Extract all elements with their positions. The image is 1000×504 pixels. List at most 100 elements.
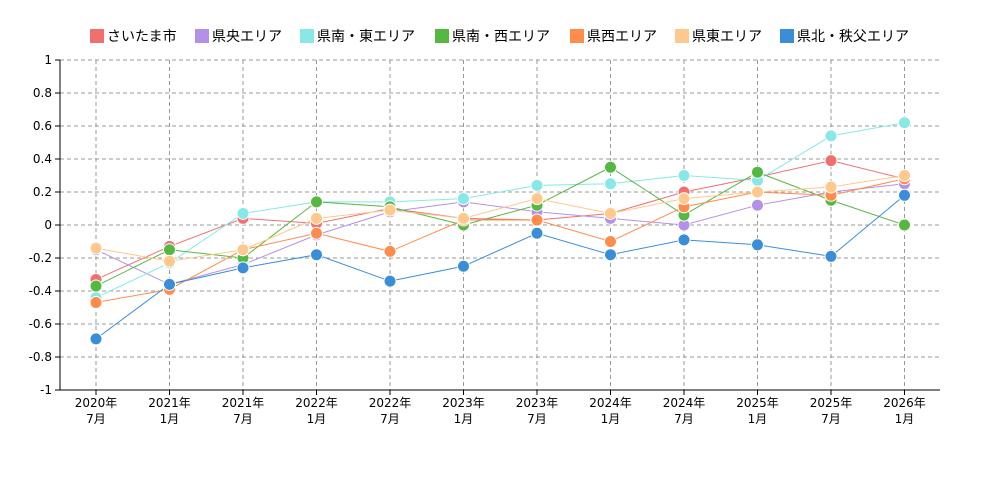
data-point[interactable] xyxy=(236,243,250,257)
y-tick-label: -0.6 xyxy=(29,317,52,331)
data-point[interactable] xyxy=(457,192,470,206)
x-tick-label-year: 2020年 xyxy=(75,396,118,410)
legend-item[interactable]: 県西エリア xyxy=(570,29,657,45)
data-point[interactable] xyxy=(310,248,323,262)
data-point[interactable] xyxy=(383,244,397,258)
x-tick-label-year: 2023年 xyxy=(442,396,485,410)
data-point[interactable] xyxy=(310,195,323,209)
data-point[interactable] xyxy=(898,188,911,202)
data-point[interactable] xyxy=(824,154,838,168)
data-point[interactable] xyxy=(383,203,397,217)
chart-axes: 1 0.8 0.6 0.4 0.2 0 -0.2 -0.4 -0.6 -0.8 -1 2020年 7月 2… xyxy=(29,53,940,426)
y-tick-label: 0.2 xyxy=(33,185,52,199)
x-tick-label-year: 2021年 xyxy=(222,396,265,410)
data-point[interactable] xyxy=(751,165,764,179)
data-point[interactable] xyxy=(604,160,617,174)
legend-item[interactable]: さいたま市 xyxy=(90,28,177,45)
x-tick-label-month: 7月 xyxy=(86,412,106,426)
x-tick-label-month: 1月 xyxy=(454,412,474,426)
data-point[interactable] xyxy=(604,248,617,262)
series-line xyxy=(95,160,905,280)
data-point[interactable] xyxy=(677,192,691,206)
chart-grid xyxy=(60,59,940,391)
x-tick-label-month: 7月 xyxy=(380,412,400,426)
series-points xyxy=(89,116,911,346)
y-tick-label: -0.2 xyxy=(29,251,52,265)
series-line xyxy=(95,183,905,285)
data-point[interactable] xyxy=(89,241,103,255)
legend-label: さいたま市 xyxy=(107,28,177,45)
series-line xyxy=(95,178,905,304)
data-point[interactable] xyxy=(163,277,176,291)
x-tick-label-year: 2023年 xyxy=(516,396,559,410)
legend-item[interactable]: 県南・東エリア xyxy=(300,29,415,45)
legend-item[interactable]: 県央エリア xyxy=(195,29,282,45)
data-point[interactable] xyxy=(89,332,103,346)
data-point[interactable] xyxy=(898,169,911,182)
legend-label: 県東エリア xyxy=(692,29,762,45)
series-line xyxy=(95,194,905,340)
series-line xyxy=(95,122,905,299)
legend-item[interactable]: 県東エリア xyxy=(675,29,762,45)
legend-label: 県南・西エリア xyxy=(452,29,550,45)
legend-label: 県西エリア xyxy=(587,29,657,45)
data-point[interactable] xyxy=(236,206,250,220)
legend-item[interactable]: 県南・西エリア xyxy=(435,29,550,45)
x-tick-label-year: 2022年 xyxy=(295,396,338,410)
y-tick-label: -1 xyxy=(40,383,52,397)
x-tick-label-year: 2025年 xyxy=(810,396,853,410)
data-point[interactable] xyxy=(530,178,544,192)
data-point[interactable] xyxy=(751,238,764,252)
y-tick-label: 0 xyxy=(44,218,52,232)
data-point[interactable] xyxy=(163,243,176,257)
data-point[interactable] xyxy=(457,211,470,225)
y-tick-label: 0.4 xyxy=(33,152,52,166)
data-point[interactable] xyxy=(824,180,838,194)
legend-label: 県北・秩父エリア xyxy=(797,29,909,45)
data-point[interactable] xyxy=(604,206,617,220)
data-point[interactable] xyxy=(89,296,103,310)
x-tick-label-year: 2026年 xyxy=(883,396,926,410)
data-point[interactable] xyxy=(677,169,691,182)
data-point[interactable] xyxy=(457,259,470,273)
data-point[interactable] xyxy=(383,274,397,288)
data-point[interactable] xyxy=(824,129,838,143)
data-point[interactable] xyxy=(310,211,323,225)
x-tick-label-month: 1月 xyxy=(601,412,621,426)
data-point[interactable] xyxy=(751,185,764,199)
series-line xyxy=(95,166,905,287)
legend-swatch xyxy=(195,29,209,43)
x-tick-label-year: 2025年 xyxy=(736,396,779,410)
x-tick-label-month: 7月 xyxy=(233,412,253,426)
data-point[interactable] xyxy=(89,279,103,293)
x-tick-label-month: 1月 xyxy=(160,412,180,426)
data-point[interactable] xyxy=(530,226,544,240)
data-point[interactable] xyxy=(898,116,911,130)
x-tick-label-year: 2022年 xyxy=(369,396,412,410)
series-lines xyxy=(95,122,905,340)
y-tick-label: -0.8 xyxy=(29,350,52,364)
legend-swatch xyxy=(780,29,794,43)
data-point[interactable] xyxy=(898,218,911,232)
data-point[interactable] xyxy=(236,261,250,275)
legend-swatch xyxy=(435,29,449,43)
x-tick-label-month: 1月 xyxy=(748,412,768,426)
x-tick-label-month: 7月 xyxy=(674,412,694,426)
data-point[interactable] xyxy=(530,192,544,206)
legend-swatch xyxy=(300,29,314,43)
data-point[interactable] xyxy=(824,249,838,263)
data-point[interactable] xyxy=(163,254,176,268)
x-tick-label-month: 1月 xyxy=(307,412,327,426)
y-tick-label: 0.6 xyxy=(33,119,52,133)
y-tick-label: -0.4 xyxy=(29,284,52,298)
legend-item[interactable]: 県北・秩父エリア xyxy=(780,29,909,45)
data-point[interactable] xyxy=(604,177,617,191)
y-tick-label: 0.8 xyxy=(33,86,52,100)
data-point[interactable] xyxy=(604,235,617,248)
data-point[interactable] xyxy=(310,226,323,240)
data-point[interactable] xyxy=(751,198,764,212)
data-point[interactable] xyxy=(677,233,691,247)
legend-swatch xyxy=(570,29,584,43)
data-point[interactable] xyxy=(530,213,544,227)
